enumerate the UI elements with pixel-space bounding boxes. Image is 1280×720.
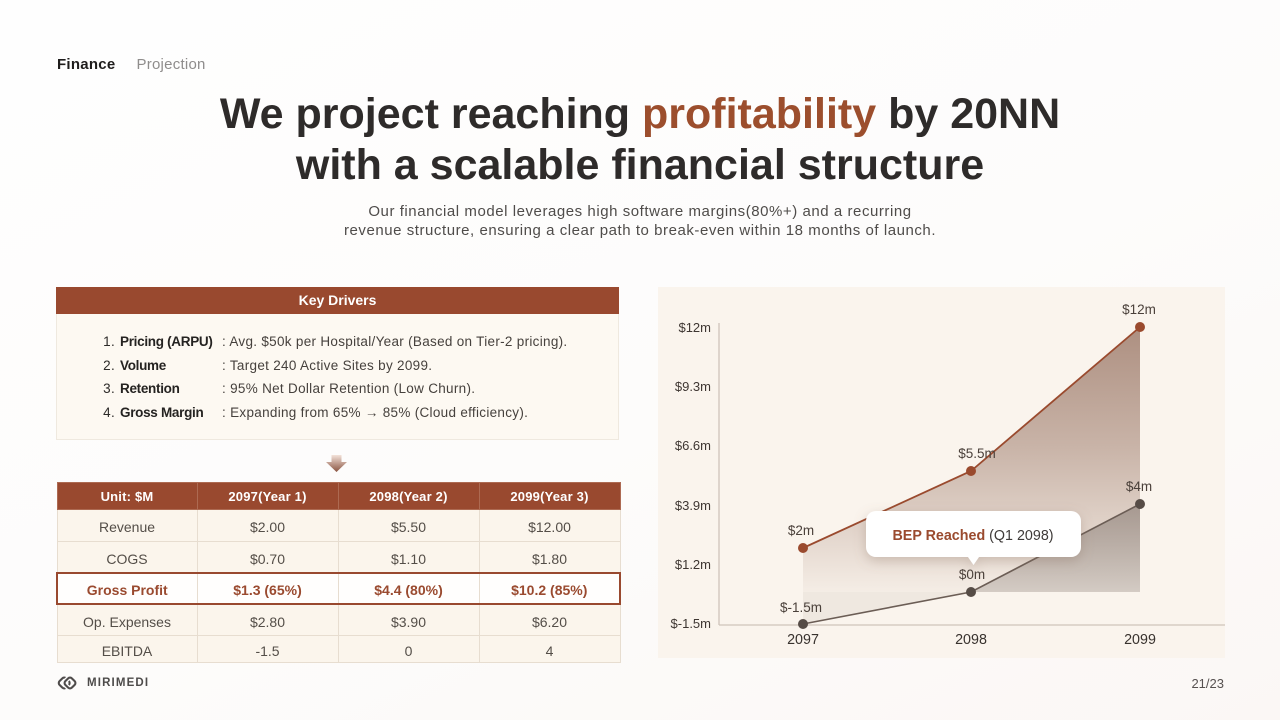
svg-text:$-1.5m: $-1.5m xyxy=(671,616,711,631)
svg-text:$9.3m: $9.3m xyxy=(675,379,711,394)
svg-text:$12m: $12m xyxy=(678,320,711,335)
svg-text:$4m: $4m xyxy=(1126,479,1152,494)
svg-text:2098: 2098 xyxy=(955,632,987,648)
svg-text:$5.5m: $5.5m xyxy=(958,446,996,461)
svg-text:$3.9m: $3.9m xyxy=(675,498,711,513)
svg-text:2099: 2099 xyxy=(1124,632,1156,648)
svg-text:BEP Reached (Q1 2098): BEP Reached (Q1 2098) xyxy=(892,528,1053,544)
svg-text:$0m: $0m xyxy=(959,567,985,582)
svg-text:$1.2m: $1.2m xyxy=(675,557,711,572)
svg-text:2097: 2097 xyxy=(787,632,819,648)
svg-text:$12m: $12m xyxy=(1122,302,1156,317)
svg-text:$6.6m: $6.6m xyxy=(675,438,711,453)
svg-text:$-1.5m: $-1.5m xyxy=(780,600,822,615)
svg-text:$2m: $2m xyxy=(788,523,814,538)
